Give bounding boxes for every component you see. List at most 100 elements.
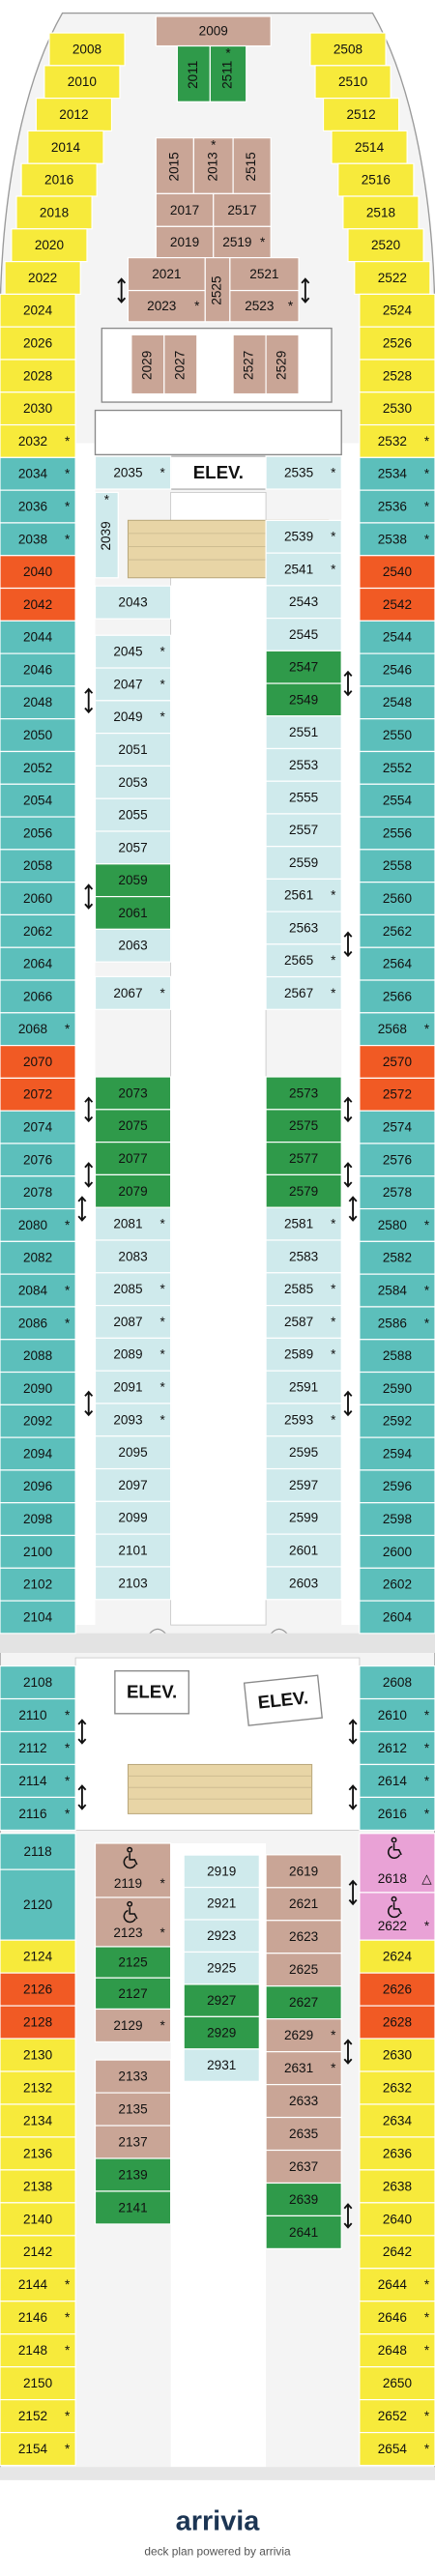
cabin-number: 2148: [18, 2343, 47, 2358]
cabin: [4, 260, 81, 295]
cabin: [265, 682, 342, 717]
cabin-number: 2142: [23, 2244, 52, 2259]
cabin: [359, 1730, 435, 1766]
cabin-number: 2523: [245, 299, 274, 313]
cabin-number: 2562: [383, 924, 412, 939]
cabin-note: *: [424, 2409, 430, 2423]
cabin: [0, 1404, 76, 1438]
cabin: [0, 2268, 76, 2302]
cabin: [94, 1946, 172, 1979]
cabin-number: 2641: [289, 2225, 318, 2240]
cabin-number: 2125: [118, 1955, 147, 1970]
cabin: [265, 1566, 342, 1601]
cabin: [265, 1337, 342, 1372]
cabin: [0, 1273, 76, 1308]
cabin-number: 2100: [23, 1545, 53, 1559]
cabin: [309, 32, 387, 67]
cabin-number: 2625: [289, 1962, 318, 1977]
cabin: [359, 2005, 435, 2040]
cabin-number: 2548: [383, 695, 412, 709]
cabin-number: 2553: [289, 758, 318, 772]
cabin: [94, 797, 172, 832]
cabin: [0, 2169, 76, 2204]
cabin: [0, 946, 76, 981]
corridor: [170, 492, 267, 1626]
cabin: [359, 685, 435, 720]
cabin-number: 2536: [378, 499, 407, 513]
elevator-label: ELEV.: [127, 1682, 177, 1702]
cabin-number: 2610: [378, 1708, 408, 1722]
cabin-number: 2089: [113, 1347, 142, 1362]
connecting-door-icon: [343, 1390, 353, 1417]
cabin-number: 2114: [18, 1774, 47, 1788]
cabin: [0, 1833, 76, 1870]
cabin-number: 2066: [23, 989, 52, 1003]
cabin-note: *: [424, 467, 430, 481]
cabin: [265, 715, 342, 750]
cabin: [176, 44, 211, 102]
cabin-number: 2094: [23, 1446, 53, 1461]
cabin: [94, 928, 172, 963]
cabin: [265, 1304, 342, 1339]
cabin-note: *: [331, 1282, 336, 1296]
cabin: [359, 2136, 435, 2171]
cabin-number: 2023: [147, 299, 176, 313]
cabin-number: 2570: [383, 1055, 413, 1069]
cabin: [94, 1842, 172, 1898]
cabin: [359, 456, 435, 491]
cabin-note: *: [194, 299, 200, 313]
cabin-number: 2580: [378, 1218, 408, 1232]
cabin: [0, 1012, 76, 1047]
cabin-number: 2078: [23, 1185, 52, 1200]
cabin-number: 2551: [289, 725, 318, 739]
cabin: [0, 326, 76, 361]
cabin-note: *: [424, 1022, 430, 1036]
elevator-box: [243, 1674, 323, 1726]
cabin-number: 2921: [207, 1896, 236, 1911]
cabin-note: *: [331, 888, 336, 903]
cabin: [359, 2366, 435, 2401]
connecting-door-icon: [343, 1096, 353, 1123]
cabin-number: 2061: [118, 906, 147, 920]
cabin-number: 2052: [23, 761, 52, 775]
cabin: [94, 2092, 172, 2127]
cabin-number: 2120: [23, 1897, 53, 1912]
cabin-number: 2561: [284, 888, 313, 903]
cabin: [0, 2301, 76, 2335]
cabin-note: *: [424, 532, 430, 546]
cabin-number: 2624: [383, 1950, 413, 1964]
cabin-number: 2604: [383, 1609, 413, 1624]
cabin: [265, 2083, 342, 2119]
stairs-lines: [128, 1775, 312, 1800]
cabin-number: 2075: [118, 1118, 147, 1133]
cabin: [94, 2059, 172, 2094]
cabin: [0, 652, 76, 687]
cabin: [0, 1567, 76, 1602]
cabin-number: 2010: [68, 74, 98, 89]
cabin-number: 2083: [118, 1249, 147, 1263]
cabin-number: 2068: [18, 1022, 47, 1036]
cabin: [94, 1403, 172, 1437]
cabin-number: 2534: [378, 467, 408, 481]
cabin: [265, 585, 342, 620]
cabin: [0, 1339, 76, 1374]
cabin: [232, 333, 267, 395]
cabin: [0, 2366, 76, 2401]
cabin: [359, 2070, 435, 2105]
cabin-note: *: [160, 645, 165, 659]
cabin-note: *: [65, 1218, 71, 1232]
cabin: [359, 1012, 435, 1047]
cabin-number: 2539: [284, 530, 313, 544]
cabin-number: 2011: [186, 61, 200, 89]
cabin: [342, 195, 420, 230]
cabin: [265, 1272, 342, 1307]
cabin-number: 2640: [383, 2212, 413, 2226]
connecting-door-icon: [84, 1162, 94, 1188]
cabin-note: *: [65, 1807, 71, 1821]
cabin-number: 2012: [59, 107, 88, 122]
cabin: [265, 1887, 342, 1922]
cabin: [0, 1763, 76, 1799]
cabin-number: 2621: [289, 1896, 318, 1911]
cabin: [265, 1985, 342, 2020]
cabin-number: 2144: [18, 2277, 48, 2292]
